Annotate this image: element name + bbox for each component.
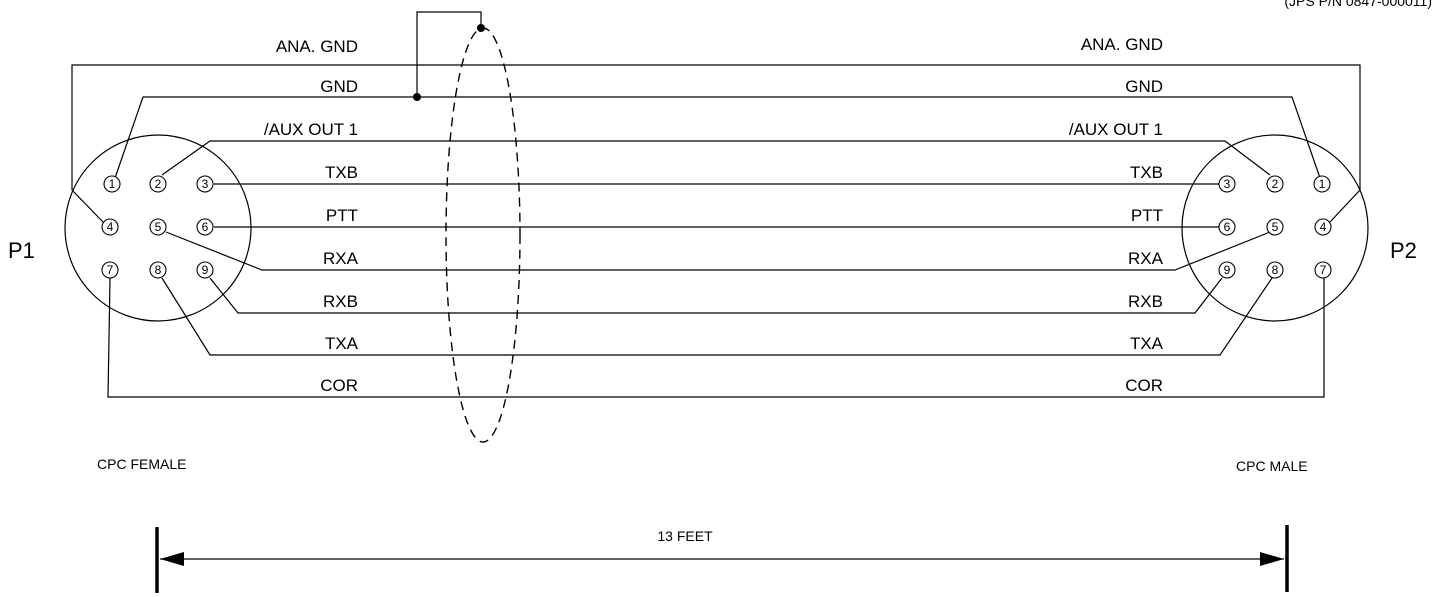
- p2-pin-2-label: 2: [1272, 177, 1279, 191]
- p2-type-label: CPC MALE: [1236, 458, 1308, 474]
- wire-label-txb-right: TXB: [1130, 163, 1163, 182]
- p1-connector-body: [64, 134, 252, 322]
- p1-pin-3: [196, 175, 214, 193]
- dimension-arrow-left: [160, 552, 184, 566]
- wire-label-cor: COR: [320, 376, 358, 395]
- p2-pin-6: [1218, 218, 1236, 236]
- p1-pin-5: [149, 218, 167, 236]
- p1-pin-6-label: 6: [202, 220, 209, 234]
- p1-pin-9: [196, 261, 214, 279]
- p2-pin-5-label: 5: [1272, 220, 1279, 234]
- p2-pin-8: [1266, 261, 1284, 279]
- p1-pin-1: [103, 175, 121, 193]
- wire-label-ana-gnd-right: ANA. GND: [1081, 35, 1163, 54]
- p1-pin-4: [101, 218, 119, 236]
- p2-pin-9-label: 9: [1224, 263, 1231, 277]
- wire-label-aux-out-1-right: /AUX OUT 1: [1069, 120, 1163, 139]
- p2-pin-2: [1266, 175, 1284, 193]
- p2-pin-1: [1313, 175, 1331, 193]
- p1-pin-6: [196, 218, 214, 236]
- p2-pin-4: [1314, 218, 1332, 236]
- wire-ana-gnd: [71, 64, 1361, 223]
- wire-rxb: [209, 277, 1223, 314]
- p2-pins: 3 2 1 6 5 4 9 8 7: [1218, 175, 1332, 279]
- p1-pin-2: [149, 175, 167, 193]
- p2-pin-1-label: 1: [1319, 177, 1326, 191]
- p1-type-label: CPC FEMALE: [97, 456, 186, 472]
- p2-pin-7-label: 7: [1320, 263, 1327, 277]
- p1-pin-8: [149, 261, 167, 279]
- wire-label-rxa-right: RXA: [1128, 249, 1164, 268]
- dimension-arrow-right: [1260, 552, 1284, 566]
- p2-pin-3-label: 3: [1224, 177, 1231, 191]
- wire-gnd: [114, 96, 1321, 179]
- p2-pin-3: [1218, 175, 1236, 193]
- left-wire-labels: ANA. GND GND /AUX OUT 1 TXB PTT RXA RXB …: [264, 37, 359, 395]
- p2-pin-6-label: 6: [1224, 220, 1231, 234]
- wire-label-ana-gnd: ANA. GND: [276, 37, 358, 56]
- p1-pins: 1 2 3 4 5 6 7 8 9: [101, 175, 214, 279]
- p2-pin-9: [1218, 261, 1236, 279]
- p1-pin-3-label: 3: [202, 177, 209, 191]
- p1-pin-1-label: 1: [109, 177, 116, 191]
- wire-label-ptt: PTT: [326, 206, 358, 225]
- cable-shield: [445, 27, 521, 443]
- p2-label: P2: [1390, 238, 1417, 263]
- wire-cor: [107, 277, 1325, 398]
- p1-pin-2-label: 2: [155, 177, 162, 191]
- shield-junction-dot: [477, 24, 485, 32]
- wire-label-cor-right: COR: [1125, 376, 1163, 395]
- wire-label-rxb-right: RXB: [1128, 292, 1163, 311]
- p1-pin-5-label: 5: [155, 220, 162, 234]
- wire-rxa: [165, 231, 1271, 271]
- wire-label-gnd-right: GND: [1125, 77, 1163, 96]
- p2-pin-8-label: 8: [1272, 263, 1279, 277]
- length-dimension: 13 FEET: [155, 525, 1289, 593]
- p2-pin-7: [1314, 261, 1332, 279]
- wire-label-txb: TXB: [325, 163, 358, 182]
- p1-pin-7: [101, 261, 119, 279]
- wire-label-rxb: RXB: [323, 292, 358, 311]
- wire-label-txa: TXA: [325, 334, 359, 353]
- p1-pin-9-label: 9: [202, 263, 209, 277]
- p1-pin-8-label: 8: [155, 263, 162, 277]
- right-wire-labels: ANA. GND GND /AUX OUT 1 TXB PTT RXA RXB …: [1069, 35, 1164, 395]
- p1-pin-4-label: 4: [107, 220, 114, 234]
- wire-txa: [161, 277, 1273, 356]
- p1-pin-7-label: 7: [107, 263, 114, 277]
- wire-label-gnd: GND: [320, 77, 358, 96]
- p2-connector-body: [1181, 134, 1369, 322]
- p2-pin-5: [1266, 218, 1284, 236]
- shield-drain-wire: [416, 11, 482, 97]
- wire-aux-out-1: [161, 140, 1271, 176]
- wire-label-txa-right: TXA: [1130, 334, 1164, 353]
- p1-label: P1: [8, 238, 35, 263]
- part-number: (JPS P/N 0847-000011): [1284, 0, 1432, 9]
- wire-label-rxa: RXA: [323, 249, 359, 268]
- p2-pin-4-label: 4: [1320, 220, 1327, 234]
- wire-label-aux-out-1: /AUX OUT 1: [264, 120, 358, 139]
- length-label: 13 FEET: [657, 528, 713, 544]
- wire-label-ptt-right: PTT: [1131, 206, 1163, 225]
- gnd-junction-dot: [413, 93, 421, 101]
